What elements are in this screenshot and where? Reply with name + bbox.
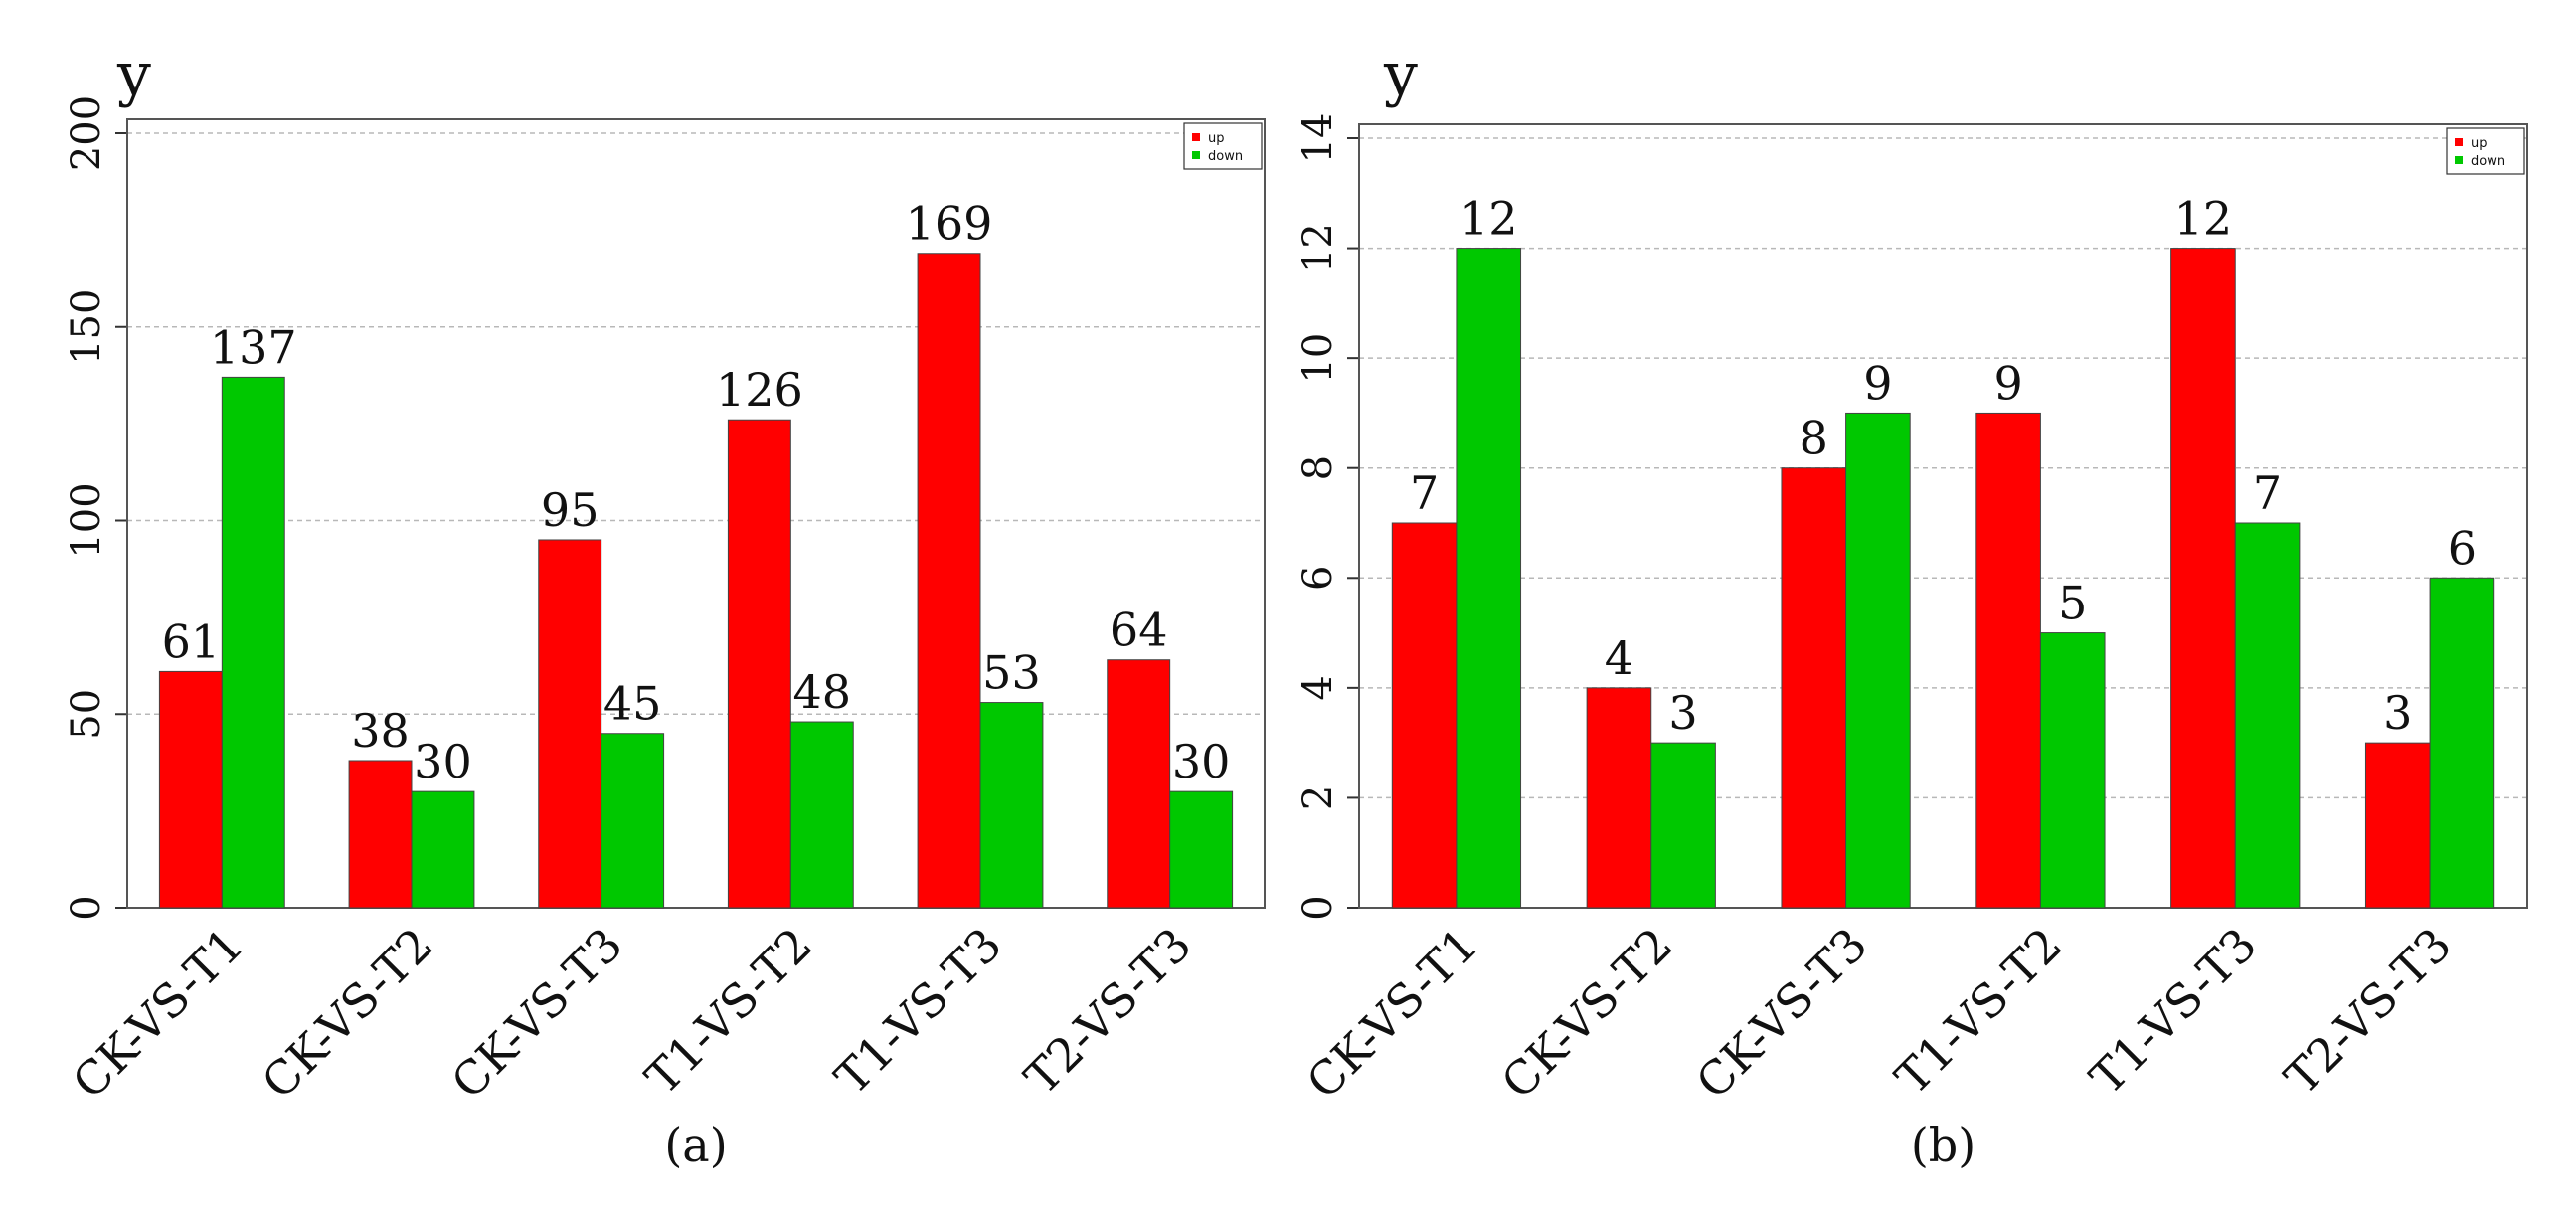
x-tick-label: CK-VS-T2 [252,918,443,1110]
y-tick-label: 4 [1295,675,1341,700]
panel-label: (b) [1911,1119,1975,1172]
bar-down-4 [2039,632,2106,909]
x-tick-label: T1-VS-T3 [824,918,1011,1105]
y-tick-label: 2 [1295,785,1341,810]
value-label: 53 [982,646,1041,700]
value-label: 9 [1863,356,1892,410]
x-tick-label: CK-VS-T3 [1686,918,1878,1110]
chart-panel-a: y05010015020061137CK-VS-T13830CK-VS-T295… [62,40,1266,1172]
bar-up-3 [1781,467,1847,909]
x-tick-label: CK-VS-T3 [441,918,633,1110]
value-label: 7 [2253,466,2282,520]
x-tick-label: CK-VS-T1 [1296,918,1488,1110]
value-label: 8 [1800,412,1828,465]
value-label: 48 [793,665,852,719]
value-label: 4 [1605,631,1633,685]
value-label: 169 [906,197,993,251]
legend-label-up: up [2471,136,2488,151]
x-tick-label: T1-VS-T3 [2080,918,2267,1105]
bar-down-1 [1456,248,1522,909]
plot-frame [126,118,1266,909]
legend-swatch-up [1192,133,1200,141]
value-label: 61 [162,614,221,668]
bar-down-4 [789,721,854,909]
bar-down-3 [601,733,665,909]
bar-up-3 [538,539,602,909]
bar-up-6 [2364,742,2431,909]
value-label: 3 [1668,686,1697,740]
y-tick-label: 10 [1295,333,1341,384]
y-axis-title: y [1383,40,1418,109]
bar-down-5 [2234,522,2301,909]
bar-up-5 [2170,248,2236,909]
value-label: 12 [1460,192,1518,246]
bar-down-2 [1650,742,1716,909]
value-label: 64 [1110,604,1168,657]
y-tick-label: 0 [64,895,109,920]
y-tick-label: 14 [1295,113,1341,164]
y-tick-label: 8 [1295,455,1341,480]
value-label: 45 [603,677,662,731]
value-label: 9 [1993,356,2022,410]
legend-box [1183,122,1263,170]
bar-up-1 [1391,522,1458,909]
value-label: 12 [2174,192,2233,246]
plot-frame [1358,123,2528,909]
y-tick-label: 12 [1295,223,1341,273]
bar-down-2 [411,790,475,909]
y-tick-label: 6 [1295,566,1341,591]
bar-up-1 [158,670,223,909]
y-axis-title: y [116,40,151,109]
bar-up-4 [1975,412,2041,909]
y-tick-label: 50 [64,689,109,740]
x-tick-label: T1-VS-T2 [635,918,822,1105]
bar-down-5 [979,702,1044,909]
bar-up-4 [727,419,791,909]
bar-down-6 [2429,577,2495,909]
value-label: 6 [2448,521,2477,575]
y-tick-label: 0 [1295,895,1341,920]
value-label: 126 [716,363,803,417]
bar-up-2 [1586,687,1652,909]
value-label: 30 [414,735,472,788]
bar-up-6 [1107,659,1171,909]
value-label: 95 [541,483,600,537]
bar-down-3 [1845,412,1911,909]
bar-down-6 [1169,790,1234,909]
value-label: 3 [2383,686,2412,740]
value-label: 7 [1410,466,1439,520]
legend-label-up: up [1208,131,1225,146]
legend-label-down: down [2471,154,2505,169]
value-label: 38 [351,704,410,758]
value-label: 30 [1172,735,1231,788]
legend-label-down: down [1208,149,1243,164]
bar-down-1 [221,376,285,909]
x-tick-label: CK-VS-T1 [62,918,254,1110]
legend-swatch-down [2455,156,2463,164]
panel-label: (a) [664,1119,727,1172]
value-label: 5 [2058,577,2087,630]
x-tick-label: T2-VS-T3 [2274,918,2461,1105]
legend-box [2446,127,2525,175]
bar-up-5 [917,253,981,909]
y-tick-label: 100 [64,482,109,558]
x-tick-label: T1-VS-T2 [1885,918,2072,1105]
y-tick-label: 150 [64,289,109,365]
value-label: 137 [210,320,297,374]
x-tick-label: T2-VS-T3 [1014,918,1201,1105]
chart-panel-b: y02468101214712CK-VS-T143CK-VS-T289CK-VS… [1295,40,2528,1172]
bar-up-2 [348,760,413,909]
y-tick-label: 200 [64,95,109,171]
x-tick-label: CK-VS-T2 [1491,918,1683,1110]
legend-swatch-up [2455,138,2463,146]
legend-swatch-down [1192,151,1200,159]
